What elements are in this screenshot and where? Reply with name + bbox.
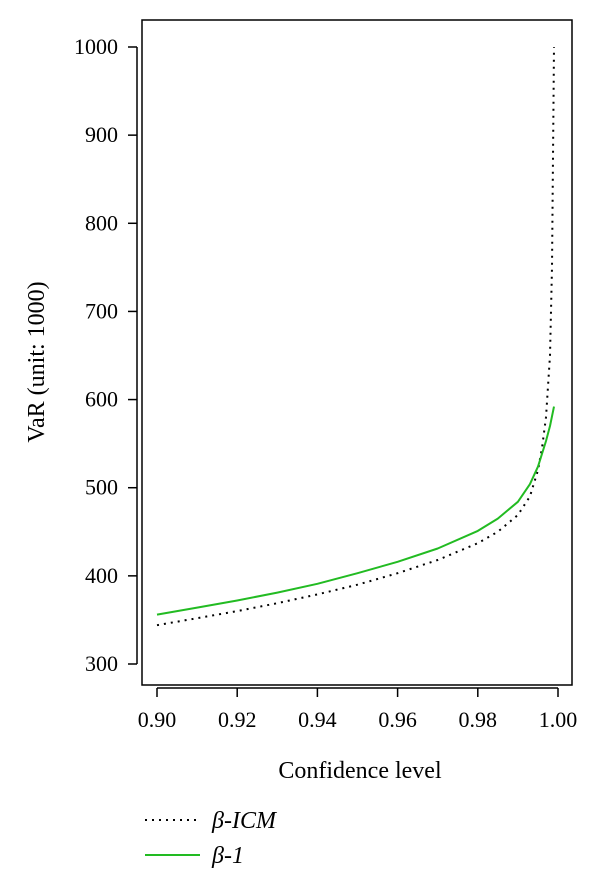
series-line-beta-1 [156,406,555,616]
x-axis: 0.90 0.92 0.94 0.96 0.98 1.00 [138,687,578,732]
series-line-beta-icm [156,46,555,627]
series-lines [156,46,555,627]
plot-frame [141,19,573,686]
y-tick-label: 400 [85,563,118,588]
legend-label-beta-icm: β-ICM [211,808,278,834]
y-axis: 300 400 500 600 700 800 900 1000 [74,34,138,676]
y-tick-label: 300 [85,651,118,676]
legend-label-beta-1: β-1 [211,843,244,869]
x-tick-label: 0.96 [378,707,417,732]
y-tick-label: 1000 [74,34,118,59]
y-tick-label: 700 [85,298,118,323]
y-tick-label: 500 [85,475,118,500]
y-axis-title: VaR (unit: 1000) [24,281,50,442]
y-tick-label: 600 [85,387,118,412]
y-tick-label: 800 [85,210,118,235]
x-tick-label: 0.90 [138,707,177,732]
x-tick-label: 0.94 [298,707,337,732]
x-tick-label: 1.00 [539,707,578,732]
y-tick-label: 900 [85,122,118,147]
x-axis-title: Confidence level [278,758,442,784]
x-tick-label: 0.98 [459,707,498,732]
x-tick-label: 0.92 [218,707,257,732]
legend: β-ICM β-1 [145,808,278,869]
